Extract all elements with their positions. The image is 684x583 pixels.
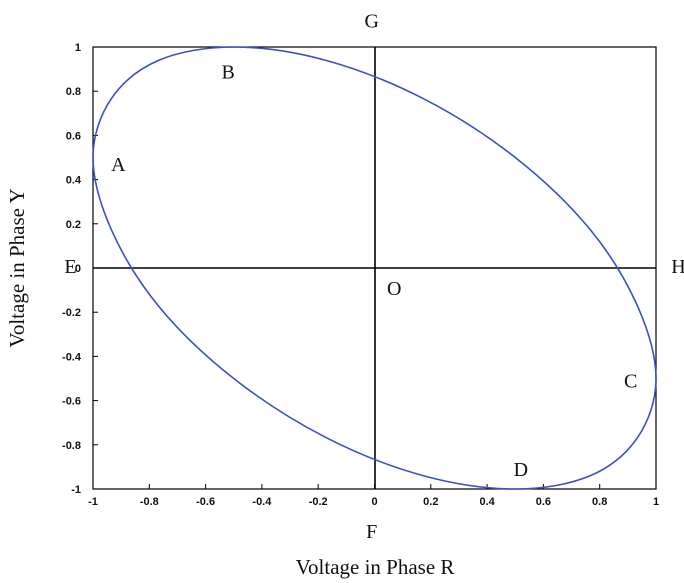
x-tick-label: 0 xyxy=(371,496,377,508)
x-tick-label: -0.2 xyxy=(309,496,328,508)
x-tick-label: 0.8 xyxy=(592,496,607,508)
x-tick-label: 0.2 xyxy=(423,496,438,508)
y-tick-label: 0.6 xyxy=(66,130,81,142)
point-label-c: C xyxy=(624,371,637,393)
y-tick-label: 0.2 xyxy=(66,219,81,231)
series-line-ellipse xyxy=(92,46,657,490)
point-labels: A B C D O E H G F xyxy=(64,10,684,543)
point-label-o: O xyxy=(387,278,401,300)
y-tick-label: -0.6 xyxy=(62,396,81,408)
y-tick-label: -0.2 xyxy=(62,307,81,319)
y-tick-label: -0.4 xyxy=(62,351,82,363)
y-tick-label: -1 xyxy=(71,484,81,496)
y-tick-label: 0 xyxy=(75,263,81,275)
point-label-d: D xyxy=(514,459,528,481)
x-tick-label: -1 xyxy=(88,496,98,508)
point-label-f: F xyxy=(366,521,377,543)
x-ticks: -1 -0.8 -0.6 -0.4 -0.2 0 0.2 0.4 0.6 0.8 1 xyxy=(88,484,659,508)
point-label-e: E xyxy=(64,256,76,278)
x-tick-label: 1 xyxy=(653,496,659,508)
x-tick-label: -0.4 xyxy=(252,496,272,508)
y-tick-label: 0.4 xyxy=(66,175,82,187)
point-label-b: B xyxy=(221,61,234,83)
point-label-a: A xyxy=(111,154,126,176)
point-label-g: G xyxy=(364,10,378,32)
x-axis-title: Voltage in Phase R xyxy=(296,555,455,579)
x-tick-label: 0.6 xyxy=(536,496,551,508)
point-label-h: H xyxy=(671,256,684,278)
y-tick-label: 1 xyxy=(75,42,81,54)
y-tick-label: -0.8 xyxy=(62,440,81,452)
y-tick-label: 0.8 xyxy=(66,86,81,98)
y-axis-title: Voltage in Phase Y xyxy=(5,188,29,347)
y-ticks: -1 -0.8 -0.6 -0.4 -0.2 0 0.2 0.4 0.6 0.8 1 xyxy=(62,42,98,496)
x-tick-label: -0.6 xyxy=(196,496,215,508)
x-tick-label: 0.4 xyxy=(479,496,495,508)
x-tick-label: -0.8 xyxy=(140,496,159,508)
